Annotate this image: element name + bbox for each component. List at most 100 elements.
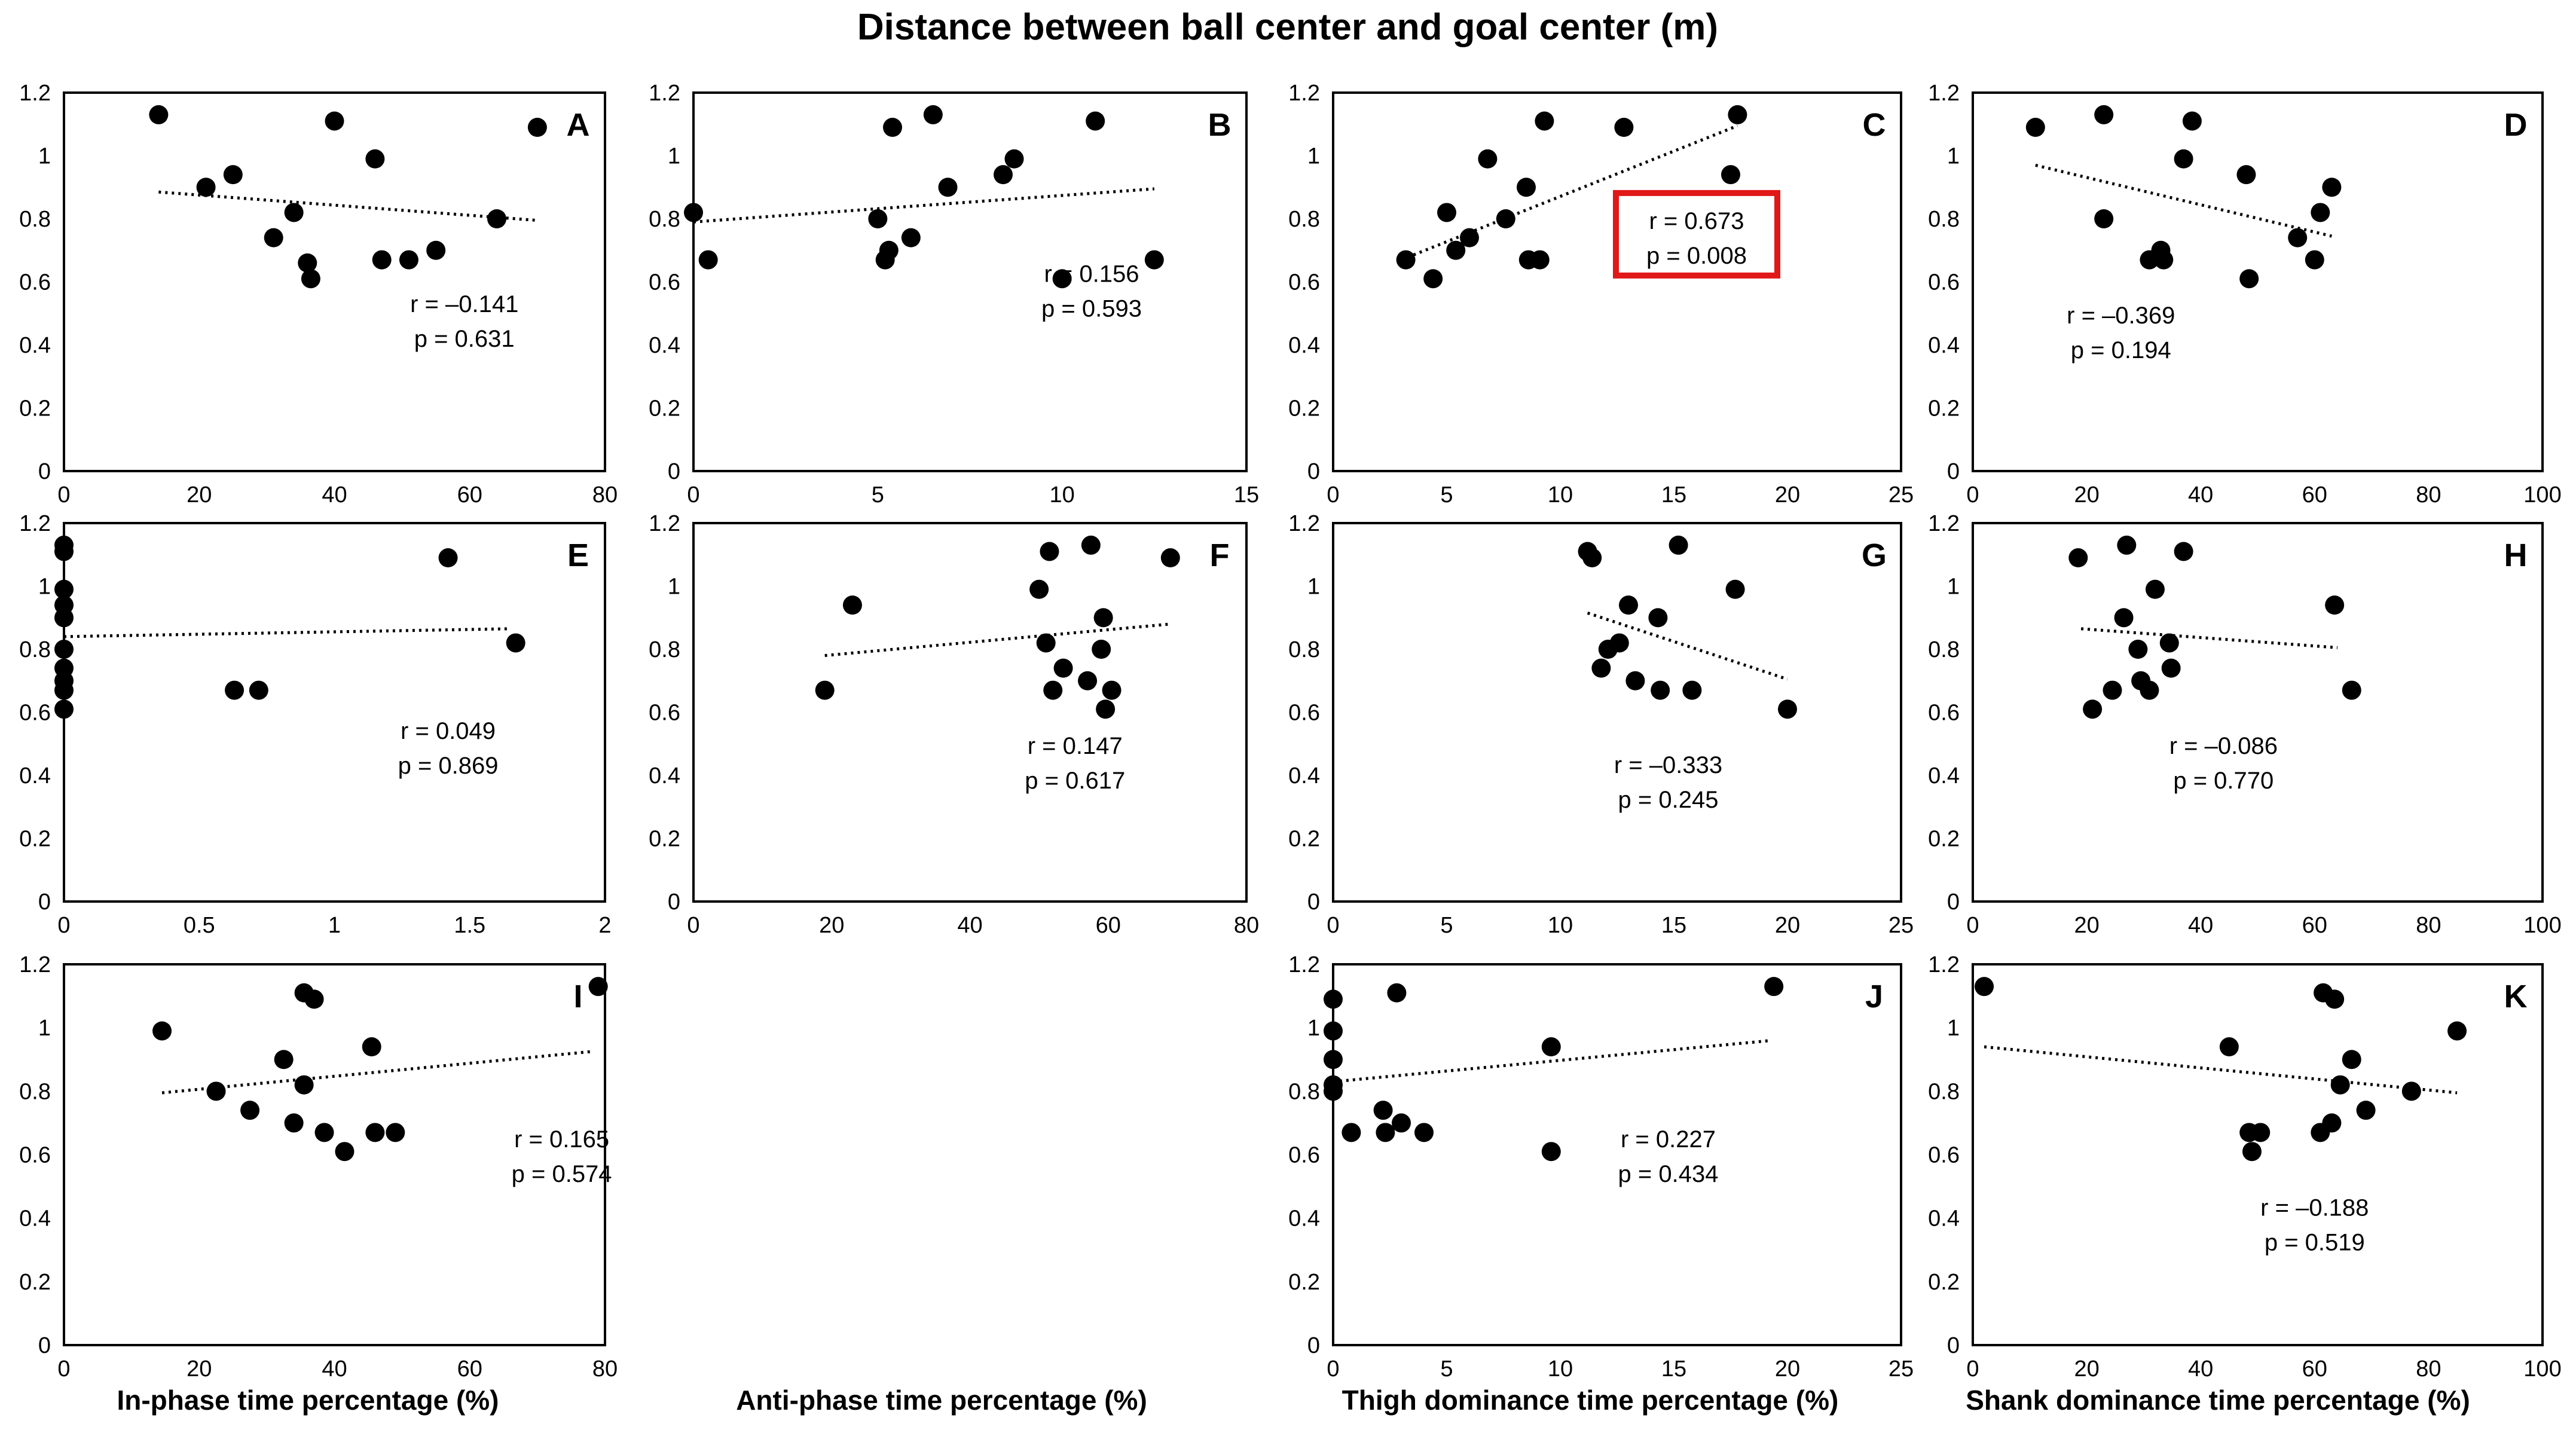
panel-k-data-point bbox=[2242, 1142, 2262, 1162]
panel-a-p-value: p = 0.631 bbox=[414, 326, 515, 352]
panel-i-p-value: p = 0.574 bbox=[512, 1161, 612, 1187]
panel-j-ytick: 0.6 bbox=[1288, 1143, 1320, 1168]
panel-e-xtick: 2 bbox=[598, 913, 611, 938]
panel-h-frame bbox=[1972, 522, 2544, 903]
panel-h-trendline bbox=[2080, 627, 2338, 649]
panel-j-ytick: 0.8 bbox=[1288, 1079, 1320, 1104]
panel-i: 0 0.2 0.4 0.6 0.8 1 1.2 0 20 40 60 80 Ir = 0.165 p = … bbox=[19, 952, 618, 1382]
panel-k-data-point bbox=[2342, 1050, 2361, 1070]
panel-e-ytick: 0.8 bbox=[19, 637, 51, 662]
chart-title: Distance between ball center and goal ce… bbox=[857, 7, 1718, 48]
panel-a-data-point bbox=[223, 165, 243, 185]
panel-d-data-point bbox=[2174, 149, 2193, 169]
panel-j-data-point bbox=[1373, 1101, 1393, 1120]
panel-b-data-point bbox=[938, 178, 958, 197]
panel-k-data-point bbox=[1975, 977, 1994, 997]
x-axis-title-thigh-dominance: Thigh dominance time percentage (%) bbox=[1342, 1385, 1839, 1416]
panel-j-p-value: p = 0.434 bbox=[1618, 1161, 1719, 1187]
panel-f-trendline bbox=[824, 622, 1171, 658]
panel-h-data-point bbox=[2103, 680, 2122, 700]
panel-d-xtick: 20 bbox=[2074, 482, 2099, 508]
panel-d-data-point bbox=[2182, 111, 2202, 131]
panel-g-data-point bbox=[1651, 680, 1670, 700]
panel-f-p-value: p = 0.617 bbox=[1025, 768, 1125, 794]
panel-g-data-point bbox=[1725, 579, 1745, 599]
panel-d-data-point bbox=[2288, 228, 2308, 248]
panel-g-trendline bbox=[1587, 611, 1788, 681]
panel-i-ytick: 1.2 bbox=[19, 952, 51, 977]
panel-f-data-point bbox=[1040, 542, 1059, 561]
panel-h-xtick: 60 bbox=[2302, 913, 2327, 938]
panel-c-data-point bbox=[1496, 209, 1515, 228]
panel-a-ytick: 0.2 bbox=[19, 396, 51, 421]
panel-b-xtick: 5 bbox=[872, 482, 884, 508]
panel-j-data-point bbox=[1324, 1081, 1343, 1101]
panel-e-ytick: 0.6 bbox=[19, 701, 51, 726]
panel-i-ytick: 1 bbox=[38, 1016, 51, 1041]
panel-b-frame bbox=[692, 91, 1248, 472]
panel-k-ytick: 0.8 bbox=[1928, 1079, 1960, 1104]
panel-i-data-point bbox=[362, 1037, 381, 1057]
panel-h-xtick: 40 bbox=[2188, 913, 2213, 938]
panel-g-ytick: 1 bbox=[1307, 575, 1320, 600]
panel-c-significance-box bbox=[1613, 190, 1780, 279]
panel-h-data-point bbox=[2068, 548, 2088, 568]
panel-d-data-point bbox=[2239, 269, 2259, 289]
panel-h-data-point bbox=[2174, 542, 2193, 561]
panel-k-xtick: 40 bbox=[2188, 1356, 2213, 1382]
panel-c-ytick: 1.2 bbox=[1288, 81, 1320, 106]
panel-j-label: J bbox=[1865, 979, 1883, 1015]
panel-d-ytick: 1 bbox=[1947, 144, 1960, 169]
panel-i-data-point bbox=[365, 1123, 385, 1142]
panel-a-data-point bbox=[527, 118, 547, 138]
panel-i-xtick: 80 bbox=[592, 1356, 618, 1382]
panel-i-data-point bbox=[152, 1021, 172, 1041]
panel-b-data-point bbox=[879, 240, 899, 260]
panel-b-ytick: 0.4 bbox=[649, 333, 680, 358]
panel-k-trendline bbox=[1984, 1045, 2458, 1095]
panel-a-xtick: 20 bbox=[187, 482, 212, 508]
panel-b-data-point bbox=[1144, 250, 1164, 270]
panel-c-xtick: 20 bbox=[1775, 482, 1800, 508]
panel-h-ytick: 0.8 bbox=[1928, 637, 1960, 662]
panel-g-data-point bbox=[1682, 680, 1702, 700]
panel-j-xtick: 15 bbox=[1661, 1356, 1686, 1382]
panel-f-r-value: r = 0.147 bbox=[1028, 733, 1123, 759]
panel-b-p-value: p = 0.593 bbox=[1041, 296, 1142, 322]
panel-i-data-point bbox=[314, 1123, 334, 1142]
panel-i-xtick: 0 bbox=[57, 1356, 70, 1382]
panel-e-xtick: 1.5 bbox=[454, 913, 485, 938]
panel-j-xtick: 5 bbox=[1440, 1356, 1453, 1382]
panel-j-data-point bbox=[1324, 1050, 1343, 1070]
panel-b-r-value: r = 0.156 bbox=[1044, 261, 1139, 288]
panel-h-data-point bbox=[2159, 633, 2179, 653]
panel-a-data-point bbox=[301, 269, 320, 289]
panel-f-frame bbox=[692, 522, 1248, 903]
panel-a-ytick: 1 bbox=[38, 144, 51, 169]
panel-h-data-point bbox=[2114, 608, 2134, 628]
panel-h-xtick: 80 bbox=[2416, 913, 2441, 938]
panel-g-data-point bbox=[1669, 535, 1688, 555]
panel-f-data-point bbox=[842, 595, 862, 615]
panel-f-ytick: 1.2 bbox=[649, 511, 680, 536]
panel-b-data-point bbox=[698, 250, 718, 270]
panel-e-data-point bbox=[54, 608, 74, 628]
panel-a-data-point bbox=[325, 111, 344, 131]
panel-f-data-point bbox=[1036, 633, 1056, 653]
panel-h: 0 0.2 0.4 0.6 0.8 1 1.2 0 20 40 60 80 100 Hr = –0.086… bbox=[1928, 511, 2562, 938]
panel-d-data-point bbox=[2311, 203, 2330, 222]
panel-h-ytick: 1.2 bbox=[1928, 511, 1960, 536]
panel-g-ytick: 0.2 bbox=[1288, 827, 1320, 852]
panel-b-trendline bbox=[693, 187, 1155, 224]
panel-d: 0 0.2 0.4 0.6 0.8 1 1.2 0 20 40 60 80 100 Dr = –0.369… bbox=[1928, 81, 2562, 508]
panel-c-data-point bbox=[1478, 149, 1498, 169]
panel-k-xtick: 80 bbox=[2416, 1356, 2441, 1382]
panel-f-data-point bbox=[1160, 548, 1180, 568]
panel-a-trendline bbox=[158, 190, 538, 222]
panel-h-data-point bbox=[2325, 595, 2345, 615]
panel-c-ytick: 0.4 bbox=[1288, 333, 1320, 358]
panel-i-ytick: 0 bbox=[38, 1333, 51, 1358]
panel-i-label: I bbox=[573, 979, 582, 1015]
panel-e-ytick: 1.2 bbox=[19, 511, 51, 536]
panel-f-xtick: 0 bbox=[687, 913, 699, 938]
